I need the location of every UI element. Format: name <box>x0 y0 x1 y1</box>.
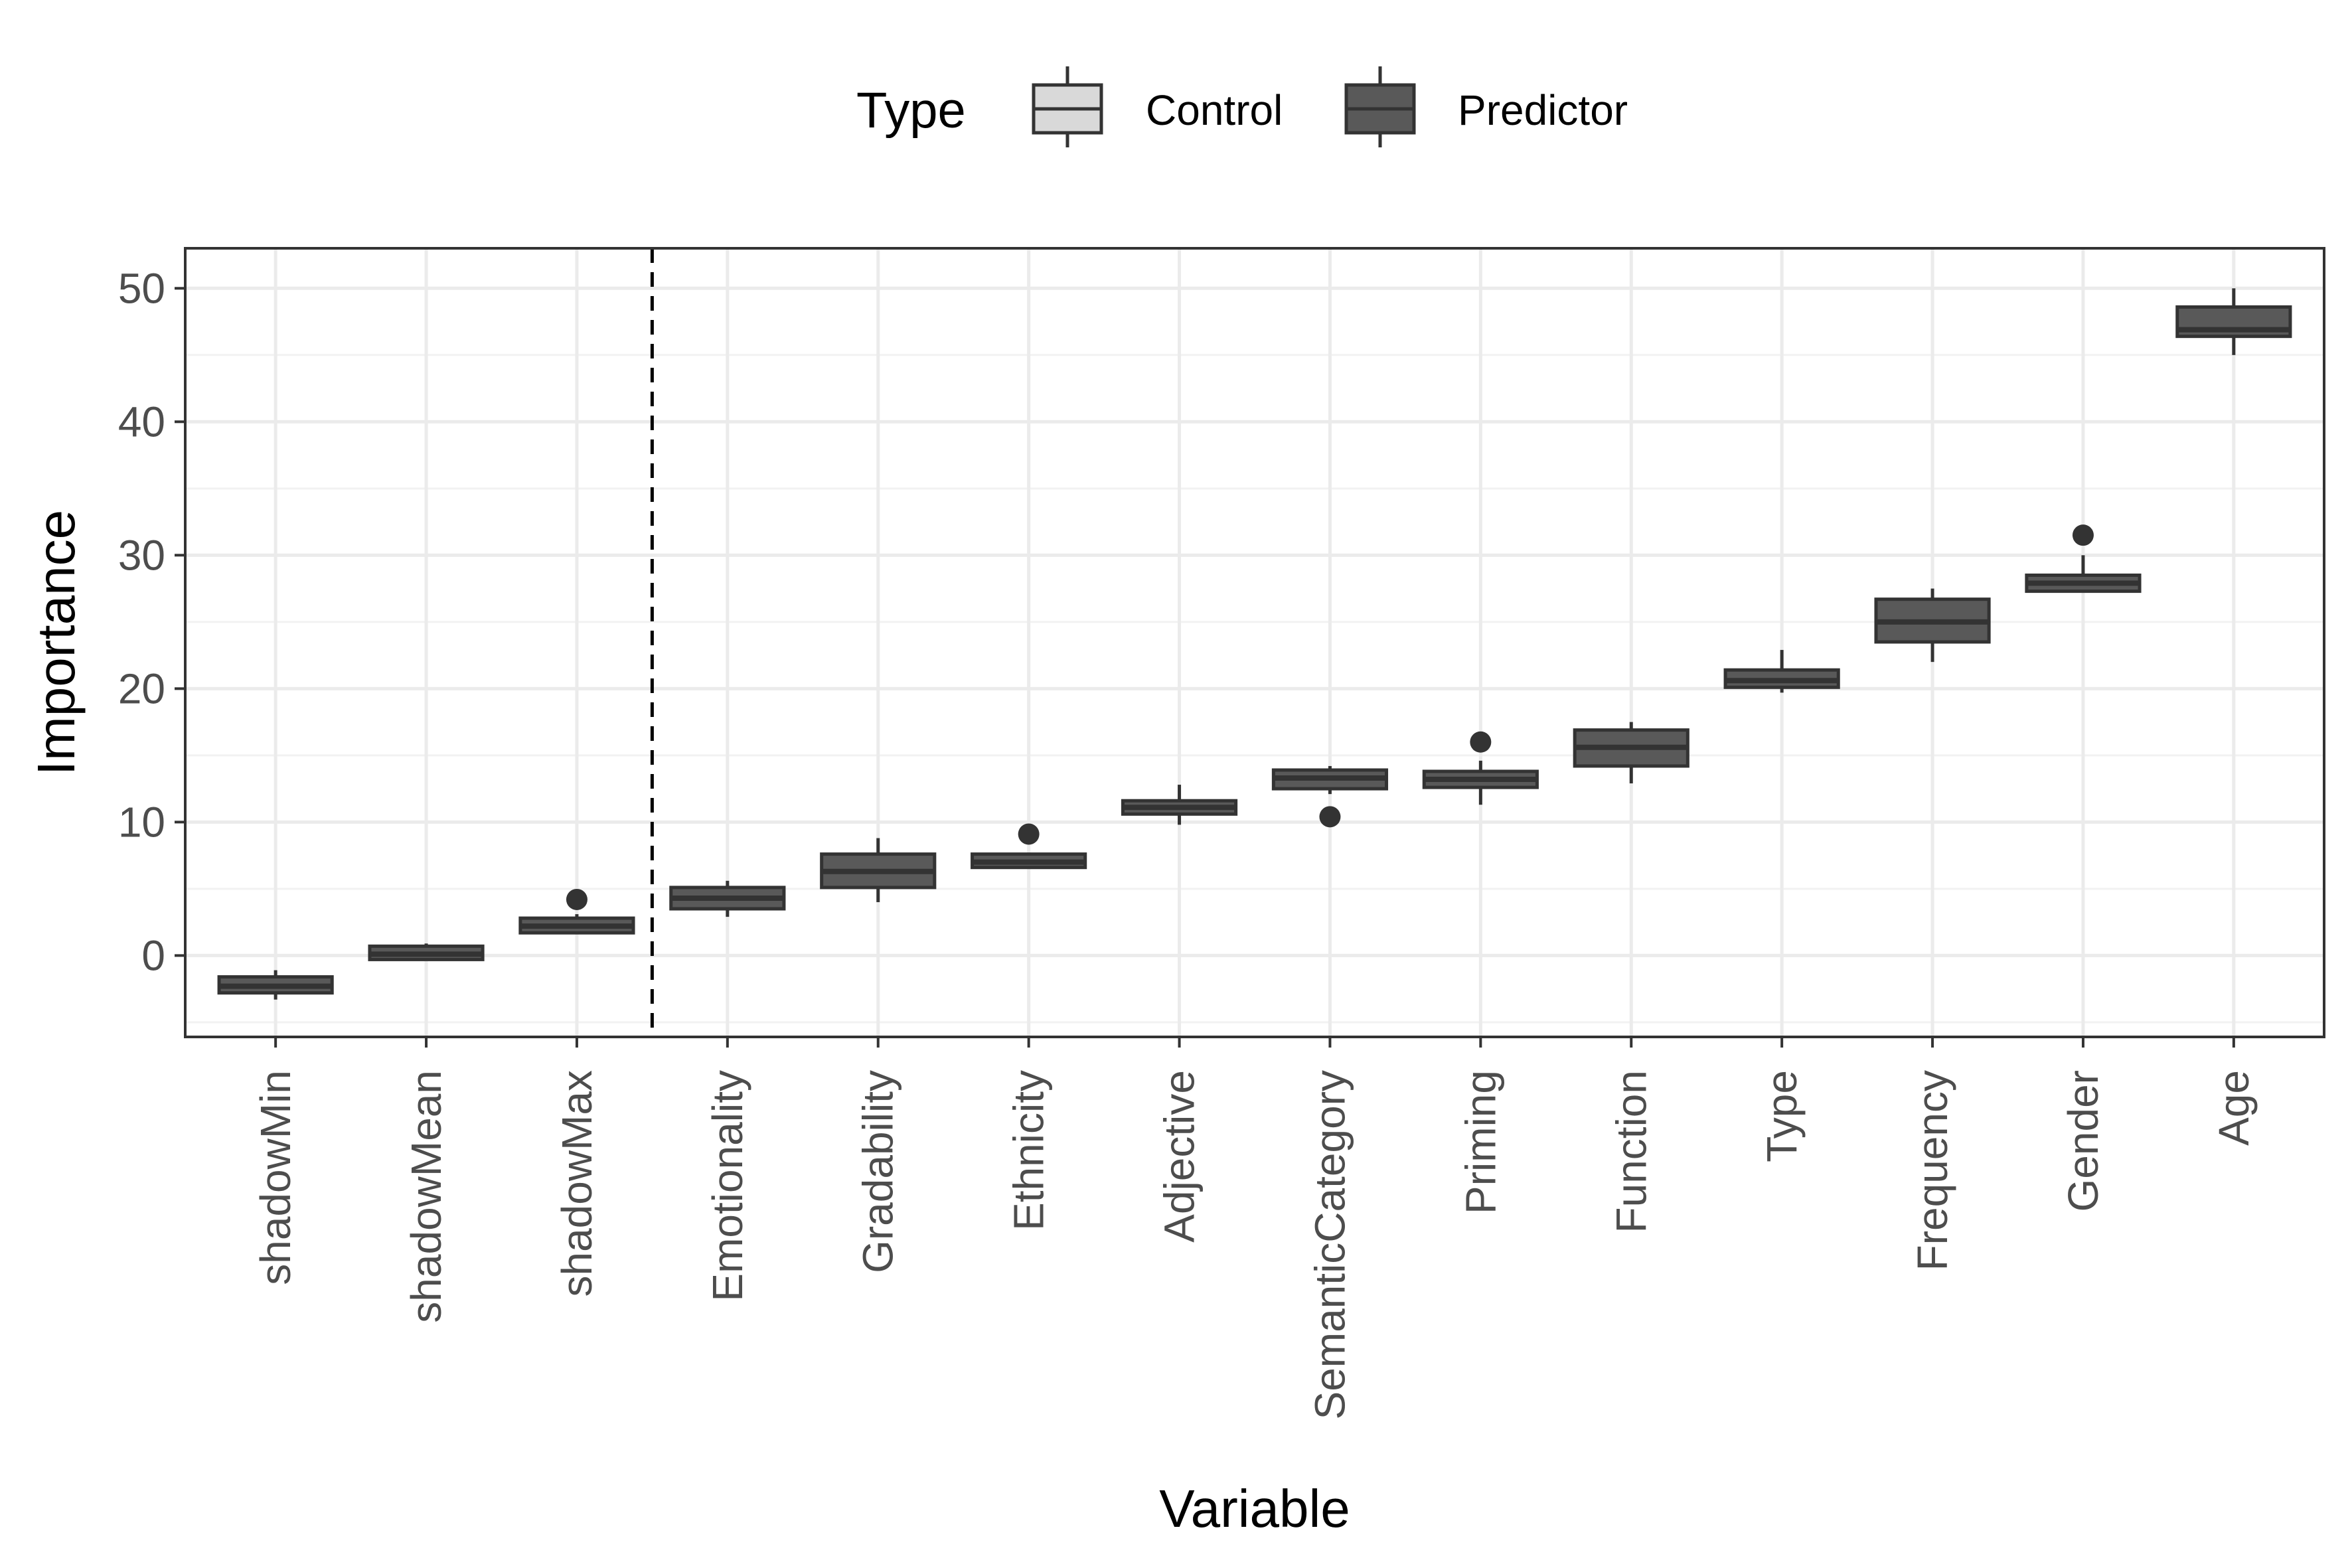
box-Age <box>2175 288 2292 355</box>
y-tick-label: 20 <box>118 665 165 712</box>
outlier-point <box>1018 823 1040 845</box>
legend-key-control <box>1032 66 1103 147</box>
y-axis-title: Importance <box>27 510 86 775</box>
x-tick-label: Ethnicity <box>1005 1070 1053 1231</box>
x-tick-label: Type <box>1758 1070 1806 1162</box>
box-Adjective <box>1121 785 1238 825</box>
box-Frequency <box>1874 588 1991 663</box>
legend: Type Control Predictor <box>856 66 1628 147</box>
box-shadowMax <box>518 888 635 935</box>
box-Emotionality <box>669 880 786 917</box>
x-tick-label: Gradability <box>854 1070 902 1273</box>
x-tick-label: shadowMax <box>553 1070 601 1297</box>
outlier-point <box>2072 524 2094 546</box>
y-tick-label: 0 <box>141 931 165 979</box>
legend-key-predictor <box>1344 66 1416 147</box>
axis-ticks: 0 10 20 30 40 50 shadowMin shadowMean shadowMax E… <box>118 264 2258 1419</box>
box-Type <box>1723 650 1840 693</box>
box-Gradability <box>820 838 937 902</box>
legend-label-predictor: Predictor <box>1458 86 1628 134</box>
x-tick-label: Frequency <box>1909 1070 1956 1271</box>
outlier-point <box>566 888 588 910</box>
x-tick-label: Function <box>1607 1070 1655 1233</box>
x-tick-label: Adjective <box>1156 1070 1204 1243</box>
box-shadowMin <box>217 970 334 1000</box>
box-Gender <box>2025 524 2142 593</box>
outlier-point <box>1470 731 1492 753</box>
x-tick-label: Emotionality <box>704 1070 751 1302</box>
box-Function <box>1573 722 1689 784</box>
y-tick-label: 30 <box>118 531 165 579</box>
y-tick-label: 50 <box>118 264 165 312</box>
box-shadowMean <box>368 943 485 961</box>
outlier-point <box>1319 806 1341 828</box>
x-tick-label: SemanticCategory <box>1306 1070 1354 1419</box>
y-tick-label: 10 <box>118 798 165 846</box>
x-tick-label: shadowMean <box>402 1070 450 1323</box>
plot-panel <box>185 248 2324 1037</box>
grid <box>185 248 2324 1037</box>
x-tick-label: shadowMin <box>252 1070 299 1285</box>
legend-label-control: Control <box>1146 86 1283 134</box>
x-tick-label: Gender <box>2059 1070 2107 1212</box>
box-Priming <box>1422 731 1539 805</box>
box-Ethnicity <box>971 823 1087 870</box>
boxes <box>217 288 2292 1000</box>
x-tick-label: Priming <box>1456 1070 1504 1214</box>
plot-border <box>184 247 2325 1038</box>
x-axis-title: Variable <box>1159 1479 1350 1538</box>
legend-title: Type <box>856 82 966 139</box>
x-tick-label: Age <box>2210 1070 2258 1146</box>
box-SemanticCategory <box>1271 765 1389 828</box>
y-tick-label: 40 <box>118 398 165 445</box>
